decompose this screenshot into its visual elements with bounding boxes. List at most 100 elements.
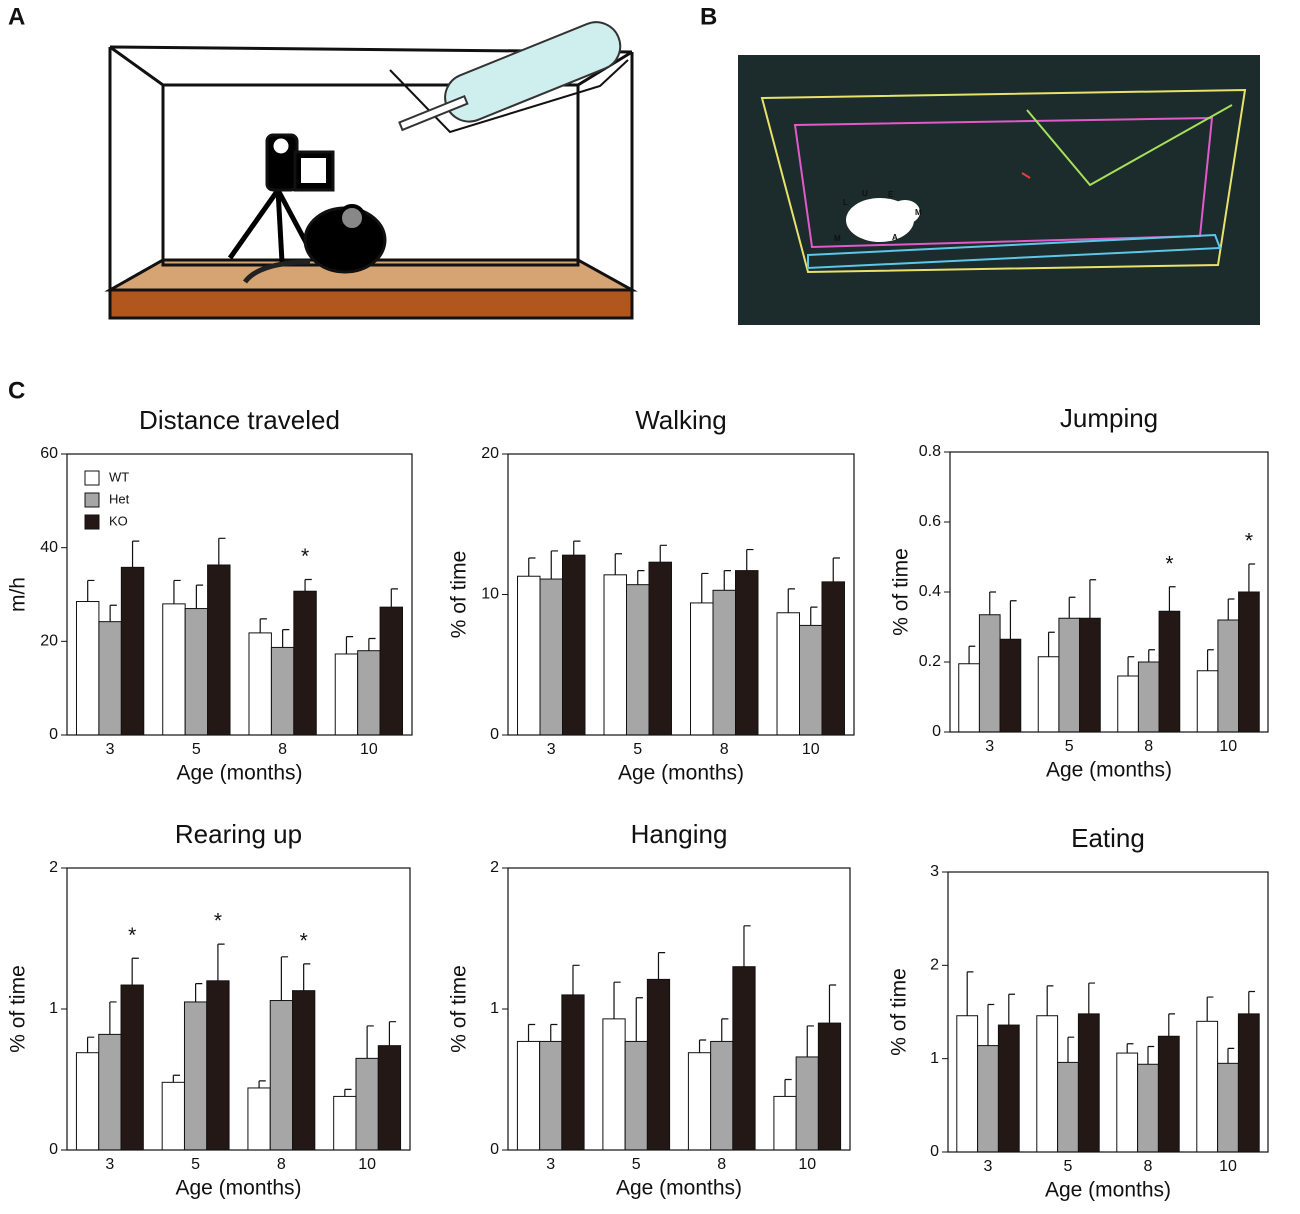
y-tick-label: 0.2 xyxy=(919,653,941,670)
y-tick-label: 0 xyxy=(49,726,58,743)
error-bar xyxy=(344,1088,352,1097)
bar xyxy=(355,1057,379,1151)
legend-swatch xyxy=(84,470,100,486)
y-tick-label: 10 xyxy=(481,586,499,603)
significance-mark: * xyxy=(1165,552,1173,575)
y-tick-label: 0 xyxy=(490,726,499,743)
bar xyxy=(773,1095,797,1151)
error-bar xyxy=(173,579,181,604)
error-bar xyxy=(614,553,623,575)
panel-label: A xyxy=(8,3,25,30)
error-bar xyxy=(131,957,139,986)
significance-mark: * xyxy=(1245,530,1253,553)
error-bar xyxy=(1009,600,1017,640)
error-bar xyxy=(637,570,645,585)
bar xyxy=(626,584,650,736)
x-axis-label: Age (months) xyxy=(616,1177,742,1200)
y-tick-label: 0.8 xyxy=(919,443,941,460)
error-bar xyxy=(304,578,312,592)
error-bar xyxy=(1046,985,1054,1016)
x-tick-label: 5 xyxy=(633,741,642,758)
x-tick-label: 8 xyxy=(720,741,729,758)
chart-title: Walking xyxy=(635,405,727,435)
chart-title: Rearing up xyxy=(175,819,302,849)
x-tick-label: 3 xyxy=(547,741,556,758)
x-tick-label: 8 xyxy=(1144,1158,1153,1175)
bar xyxy=(624,1040,648,1151)
bar xyxy=(120,566,145,736)
bar xyxy=(1137,661,1160,733)
x-tick-label: 3 xyxy=(985,738,994,755)
error-bar xyxy=(303,963,311,991)
bar xyxy=(1057,1061,1079,1153)
chart-title: Distance traveled xyxy=(139,405,340,435)
error-bar xyxy=(1206,649,1214,671)
error-bar xyxy=(832,557,840,582)
error-bar xyxy=(345,636,354,654)
bar xyxy=(1037,656,1060,733)
bar xyxy=(776,612,801,736)
y-tick-label: 0 xyxy=(49,1141,58,1158)
tracking-illustration xyxy=(738,55,1260,325)
y-axis-label: % of time xyxy=(890,548,913,636)
chart-title: Hanging xyxy=(631,819,728,849)
bar xyxy=(377,1045,402,1151)
x-tick-label: 5 xyxy=(1064,1158,1073,1175)
y-tick-label: 60 xyxy=(40,445,58,462)
bar xyxy=(207,564,231,736)
error-bar xyxy=(195,584,204,609)
bar xyxy=(75,1052,100,1151)
error-bar xyxy=(659,544,667,563)
bar xyxy=(183,1001,208,1151)
bar xyxy=(561,994,585,1151)
x-tick-label: 10 xyxy=(802,741,820,758)
x-tick-label: 10 xyxy=(1219,738,1237,755)
error-bar xyxy=(701,572,709,603)
error-bar xyxy=(1168,1013,1176,1037)
error-bar xyxy=(657,952,666,980)
x-tick-label: 3 xyxy=(984,1158,993,1175)
y-tick-label: 2 xyxy=(930,957,939,974)
bar xyxy=(539,1040,563,1151)
x-axis-label: Age (months) xyxy=(1045,1179,1171,1202)
bar xyxy=(1196,1020,1219,1153)
error-bar xyxy=(259,618,267,633)
error-bar xyxy=(721,1018,729,1042)
bar xyxy=(978,614,1001,733)
error-bar xyxy=(806,1025,814,1057)
error-bar xyxy=(966,971,974,1016)
error-bar xyxy=(280,956,289,1001)
bar xyxy=(1238,591,1260,733)
error-bar xyxy=(388,1021,397,1046)
x-tick-label: 10 xyxy=(358,1156,376,1173)
bar xyxy=(1077,1013,1100,1153)
y-tick-label: 2 xyxy=(490,859,499,876)
y-tick-label: 1 xyxy=(49,1000,58,1017)
error-bar xyxy=(109,604,117,622)
bar xyxy=(1036,1015,1059,1153)
error-bar xyxy=(723,570,731,591)
error-bar xyxy=(1067,1036,1075,1063)
bar xyxy=(184,608,209,736)
error-bar xyxy=(1227,598,1235,620)
error-bar xyxy=(1047,631,1055,657)
bar xyxy=(687,1052,712,1151)
x-tick-label: 8 xyxy=(717,1156,726,1173)
bar xyxy=(1196,670,1219,733)
error-bar xyxy=(989,591,996,615)
error-bar xyxy=(86,1036,95,1053)
error-bar xyxy=(787,588,796,613)
y-tick-label: 0.4 xyxy=(919,583,941,600)
error-bar xyxy=(217,943,225,981)
error-bar xyxy=(613,981,621,1019)
bar xyxy=(293,590,317,736)
x-tick-label: 8 xyxy=(1144,738,1153,755)
bar xyxy=(977,1045,999,1153)
bar xyxy=(1217,1062,1239,1153)
x-axis-label: Age (months) xyxy=(176,762,302,785)
x-tick-label: 3 xyxy=(106,741,115,758)
bar xyxy=(334,653,359,736)
plot-frame xyxy=(947,871,1269,1153)
bar xyxy=(956,1015,979,1153)
x-tick-label: 5 xyxy=(191,1156,200,1173)
